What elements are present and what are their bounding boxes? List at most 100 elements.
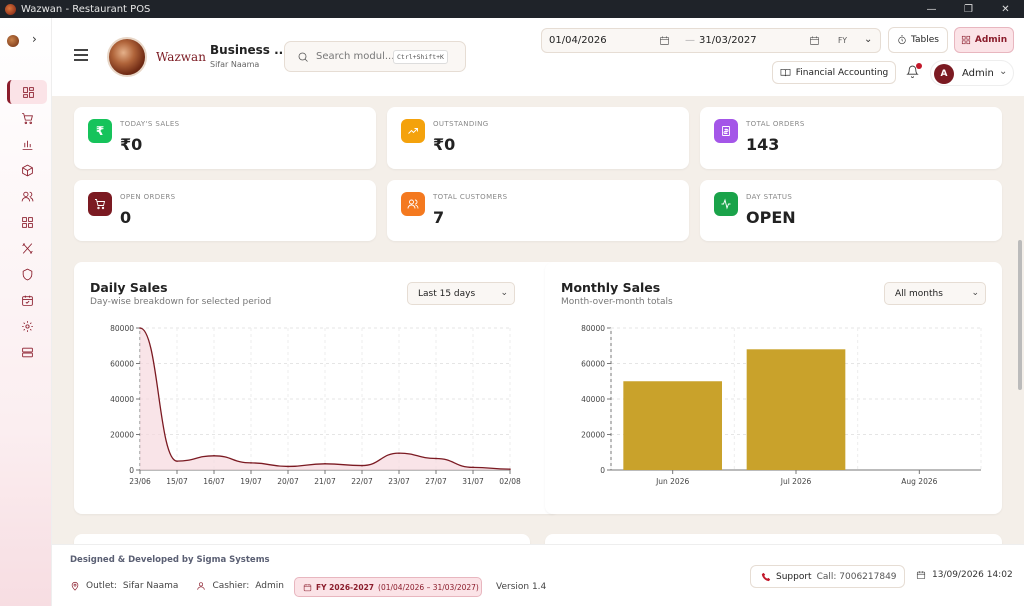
bar — [623, 381, 722, 470]
y-tick-label: 60000 — [581, 360, 605, 369]
date-from-input[interactable]: 01/04/2026 — [549, 35, 607, 46]
stat-card-todays-sales[interactable]: ₹ TODAY'S SALES ₹0 — [74, 107, 376, 169]
maximize-icon[interactable]: ❐ — [964, 3, 973, 15]
support-button[interactable]: Support Call: 7006217849 — [750, 565, 905, 588]
stat-card-total-orders[interactable]: TOTAL ORDERS 143 — [700, 107, 1002, 169]
dashboard-content: ₹ TODAY'S SALES ₹0 OUTSTANDING ₹0 TOTAL … — [52, 96, 1024, 544]
admin-button[interactable]: Admin — [954, 27, 1014, 53]
stat-label: OUTSTANDING — [433, 120, 489, 128]
calendar-icon[interactable] — [659, 35, 670, 46]
bell-icon — [906, 65, 919, 78]
close-icon[interactable]: ✕ — [1001, 3, 1010, 15]
cart-icon — [21, 112, 33, 124]
window-title: Wazwan - Restaurant POS — [21, 3, 151, 15]
sidebar-item-customers[interactable] — [7, 184, 47, 208]
minimize-icon[interactable]: — — [926, 3, 937, 15]
business-title[interactable]: Business ... — [210, 43, 288, 57]
avatar: A — [934, 64, 954, 84]
stat-value: 143 — [746, 135, 780, 154]
sidebar-item-settings[interactable] — [7, 314, 47, 338]
financial-accounting-label: Financial Accounting — [795, 67, 889, 78]
sidebar-item-server[interactable] — [7, 340, 47, 364]
sidebar-item-menu[interactable] — [7, 210, 47, 234]
x-tick-label: 15/07 — [166, 477, 188, 486]
chart-title: Monthly Sales — [561, 280, 661, 295]
tables-button[interactable]: Tables — [888, 27, 948, 53]
window-controls: — ❐ ✕ — [913, 0, 1024, 18]
data-point — [472, 466, 474, 469]
sidebar-item-orders[interactable] — [7, 106, 47, 130]
date-range-picker[interactable]: 01/04/2026 — 31/03/2027 FY ⌄ — [541, 28, 881, 53]
y-tick-label: 80000 — [581, 324, 605, 333]
activity-icon — [714, 192, 738, 216]
daily-sales-line — [139, 327, 511, 470]
x-tick-label: 21/07 — [314, 477, 336, 486]
stat-label: DAY STATUS — [746, 193, 793, 201]
sidebar-top: › — [0, 32, 52, 52]
footer-datetime: 13/09/2026 14:02 — [916, 570, 1013, 580]
notifications-button[interactable] — [906, 63, 922, 79]
calendar-icon[interactable] — [809, 35, 820, 46]
x-tick-label: 23/07 — [388, 477, 410, 486]
top-header: Wazwan Business ... Sifar Naama Search m… — [52, 18, 1024, 96]
y-tick-label: 60000 — [110, 360, 134, 369]
search-icon — [298, 52, 308, 62]
x-tick-label: 23/06 — [129, 477, 151, 486]
chevron-down-icon[interactable]: ⌄ — [864, 34, 873, 45]
timer-icon — [898, 35, 906, 45]
stat-card-open-orders[interactable]: OPEN ORDERS 0 — [74, 180, 376, 241]
users-icon — [21, 191, 33, 201]
stat-card-outstanding[interactable]: OUTSTANDING ₹0 — [387, 107, 689, 169]
content-scrollbar[interactable] — [1018, 240, 1022, 390]
sidebar-item-kitchen[interactable] — [7, 236, 47, 260]
search-box[interactable]: Search modul... Ctrl+Shift+K — [284, 41, 466, 72]
sidebar-item-security[interactable] — [7, 262, 47, 286]
sidebar-item-inventory[interactable] — [7, 158, 47, 182]
utensils-icon — [21, 242, 33, 254]
gear-icon — [21, 320, 33, 332]
date-to-input[interactable]: 31/03/2027 — [699, 35, 757, 46]
datetime-value: 13/09/2026 14:02 — [932, 570, 1013, 580]
x-tick-label: 02/08 — [499, 477, 521, 486]
data-point — [139, 327, 141, 329]
lower-card-right — [545, 534, 1002, 544]
trend-icon — [401, 119, 425, 143]
daily-sales-card: Daily Sales Day-wise breakdown for selec… — [74, 262, 559, 514]
stat-card-day-status[interactable]: DAY STATUS OPEN — [700, 180, 1002, 241]
sidebar-expand-icon[interactable]: › — [32, 32, 37, 46]
dashboard-icon — [23, 86, 34, 98]
rupee-icon: ₹ — [88, 119, 112, 143]
y-tick-label: 0 — [129, 466, 134, 475]
user-name: Admin — [962, 68, 994, 79]
sidebar-logo-icon — [7, 35, 19, 47]
search-input[interactable]: Search modul... — [316, 51, 395, 62]
data-point — [324, 462, 326, 465]
footer: Designed & Developed by Sigma Systems Ou… — [52, 544, 1024, 606]
daily-range-select[interactable]: Last 15 days ⌄ — [407, 282, 515, 305]
search-shortcut: Ctrl+Shift+K — [393, 50, 448, 64]
chevron-down-icon: ⌄ — [999, 66, 1008, 77]
outlet-label: Outlet: — [86, 581, 117, 591]
footer-info: Outlet: Sifar Naama Cashier: Admin — [70, 581, 284, 591]
fiscal-year-badge: FY 2026-2027 (01/04/2026 – 31/03/2027) — [294, 577, 482, 597]
sidebar-item-schedule[interactable] — [7, 288, 47, 312]
brand-name: Wazwan — [156, 50, 206, 64]
window-titlebar: Wazwan - Restaurant POS — ❐ ✕ — [0, 0, 1024, 18]
y-tick-label: 40000 — [581, 395, 605, 404]
x-tick-label: 22/07 — [351, 477, 373, 486]
monthly-range-select[interactable]: All months ⌄ — [884, 282, 986, 305]
calendar-check-icon — [21, 295, 33, 306]
financial-accounting-button[interactable]: Financial Accounting — [772, 61, 896, 84]
sidebar-item-reports[interactable] — [7, 132, 47, 156]
x-tick-label: Jul 2026 — [780, 477, 812, 486]
data-point — [509, 468, 511, 470]
cart-icon — [88, 192, 112, 216]
sidebar-item-dashboard[interactable] — [7, 80, 47, 104]
stat-label: TOTAL ORDERS — [746, 120, 805, 128]
menu-toggle-icon[interactable] — [74, 49, 88, 61]
user-menu[interactable]: A Admin ⌄ — [930, 60, 1014, 86]
monthly-sales-card: Monthly Sales Month-over-month totals Al… — [545, 262, 1002, 514]
stat-value: 7 — [433, 208, 445, 227]
stat-card-total-customers[interactable]: TOTAL CUSTOMERS 7 — [387, 180, 689, 241]
period-select[interactable]: FY — [838, 36, 847, 45]
